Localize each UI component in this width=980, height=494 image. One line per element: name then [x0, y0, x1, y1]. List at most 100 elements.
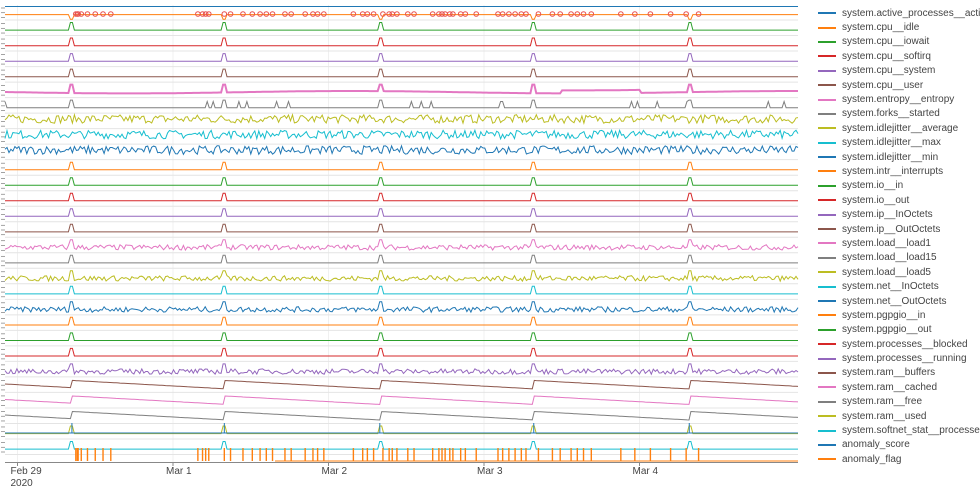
series-line	[5, 347, 798, 357]
anomaly-marker	[495, 11, 501, 17]
legend-entry[interactable]: system.pgpgio__out	[818, 323, 978, 337]
legend-swatch	[818, 429, 836, 432]
legend-entry[interactable]: system.io__in	[818, 179, 978, 193]
anomaly-marker	[78, 11, 85, 17]
legend-label: system.ip__InOctets	[842, 209, 933, 221]
series-line	[5, 285, 798, 295]
legend-label: system.processes__blocked	[842, 338, 968, 350]
legend-entry[interactable]: system.idlejitter__average	[818, 121, 978, 135]
anomaly-marker	[549, 11, 556, 17]
legend-entry[interactable]: system.softnet_stat__processed	[818, 423, 980, 437]
legend-label: system.pgpgio__out	[842, 324, 932, 336]
series-line	[5, 316, 798, 326]
legend-entry[interactable]: system.cpu__iowait	[818, 35, 978, 49]
series-line	[4, 270, 799, 283]
legend-swatch	[818, 170, 836, 173]
legend-label: system.cpu__idle	[842, 22, 920, 34]
x-tick-sublabel: 2020	[11, 478, 34, 489]
legend-swatch	[818, 98, 836, 101]
legend-entry[interactable]: system.load__load15	[818, 251, 978, 265]
legend-label: system.io__in	[842, 180, 904, 192]
legend-entry[interactable]: system.cpu__softirq	[818, 49, 978, 63]
legend-entry[interactable]: system.ip__InOctets	[818, 207, 978, 221]
legend-label: system.net__OutOctets	[842, 295, 947, 307]
legend-swatch	[818, 112, 836, 115]
legend-entry[interactable]: system.ram__cached	[818, 380, 978, 394]
legend-label: system.idlejitter__max	[842, 137, 941, 149]
anomaly-marker	[442, 11, 448, 17]
anomaly-marker	[405, 11, 411, 17]
legend-entry[interactable]: system.cpu__user	[818, 78, 978, 92]
anomaly-marker	[588, 11, 595, 17]
legend-entry[interactable]: system.pgpgio__in	[818, 308, 978, 322]
legend-entry[interactable]: system.intr__interrupts	[818, 164, 978, 178]
legend-entry[interactable]: system.io__out	[818, 193, 978, 207]
legend-swatch	[818, 415, 836, 418]
anomaly-marker	[227, 11, 234, 17]
anomaly-marker	[568, 11, 574, 17]
legend-entry[interactable]: system.idlejitter__min	[818, 150, 978, 164]
legend-swatch	[818, 242, 836, 245]
anomaly-marker	[321, 11, 327, 17]
legend-label: system.net__InOctets	[842, 281, 939, 293]
series-line	[5, 37, 798, 47]
anomaly-marker	[202, 11, 209, 17]
anomaly-marker	[506, 11, 512, 17]
anomaly-marker	[380, 11, 386, 17]
legend-swatch	[818, 26, 836, 29]
anomaly-marker	[450, 11, 456, 17]
legend-entry[interactable]: system.ram__used	[818, 409, 978, 423]
legend-swatch	[818, 328, 836, 331]
legend-entry[interactable]: system.ram__buffers	[818, 366, 978, 380]
chart-legend: system.active_processes__active system.cp…	[818, 6, 980, 467]
series-line	[4, 363, 799, 376]
legend-swatch	[818, 371, 836, 374]
anomaly-marker	[695, 11, 702, 17]
legend-swatch	[818, 127, 836, 130]
legend-swatch	[818, 55, 836, 58]
legend-entry[interactable]: system.load__load5	[818, 265, 978, 279]
legend-entry[interactable]: system.cpu__idle	[818, 20, 978, 34]
legend-swatch	[818, 271, 836, 274]
anomaly-marker	[535, 11, 542, 17]
anomaly-marker	[647, 11, 654, 17]
legend-swatch	[818, 40, 836, 43]
anomaly-marker	[574, 11, 581, 17]
anomaly-marker	[667, 11, 674, 17]
anomaly-marker	[523, 11, 529, 17]
anomaly-marker	[350, 11, 357, 17]
anomaly-marker	[557, 11, 563, 17]
series-line	[5, 161, 798, 171]
legend-entry[interactable]: system.idlejitter__max	[818, 136, 978, 150]
legend-entry[interactable]: system.ip__OutOctets	[818, 222, 978, 236]
legend-entry[interactable]: system.load__load1	[818, 236, 978, 250]
legend-entry[interactable]: anomaly_flag	[818, 452, 978, 466]
legend-entry[interactable]: system.active_processes__active	[818, 6, 980, 20]
legend-entry[interactable]: system.processes__blocked	[818, 337, 978, 351]
legend-swatch	[818, 199, 836, 202]
legend-entry[interactable]: system.forks__started	[818, 107, 978, 121]
legend-label: system.ram__free	[842, 396, 923, 408]
legend-entry[interactable]: system.net__OutOctets	[818, 294, 978, 308]
legend-entry[interactable]: anomaly_score	[818, 438, 978, 452]
anomaly-marker	[473, 11, 480, 17]
anomaly-marker	[370, 11, 377, 17]
legend-entry[interactable]: system.entropy__entropy	[818, 92, 978, 106]
anomaly-marker	[439, 11, 445, 17]
series-line	[4, 395, 799, 406]
anomaly-marker	[632, 11, 638, 17]
x-tick-label: Feb 29	[11, 466, 43, 477]
legend-entry[interactable]: system.cpu__system	[818, 64, 978, 78]
legend-entry[interactable]: system.net__InOctets	[818, 279, 978, 293]
legend-label: system.cpu__system	[842, 65, 936, 77]
anomaly-marker	[314, 11, 321, 17]
legend-label: system.cpu__softirq	[842, 50, 931, 62]
legend-swatch	[818, 228, 836, 231]
series-line	[5, 223, 798, 233]
legend-label: system.io__out	[842, 194, 910, 206]
series-line	[5, 441, 798, 450]
legend-entry[interactable]: system.ram__free	[818, 395, 978, 409]
anomaly-marker	[282, 11, 288, 17]
legend-entry[interactable]: system.processes__running	[818, 351, 978, 365]
